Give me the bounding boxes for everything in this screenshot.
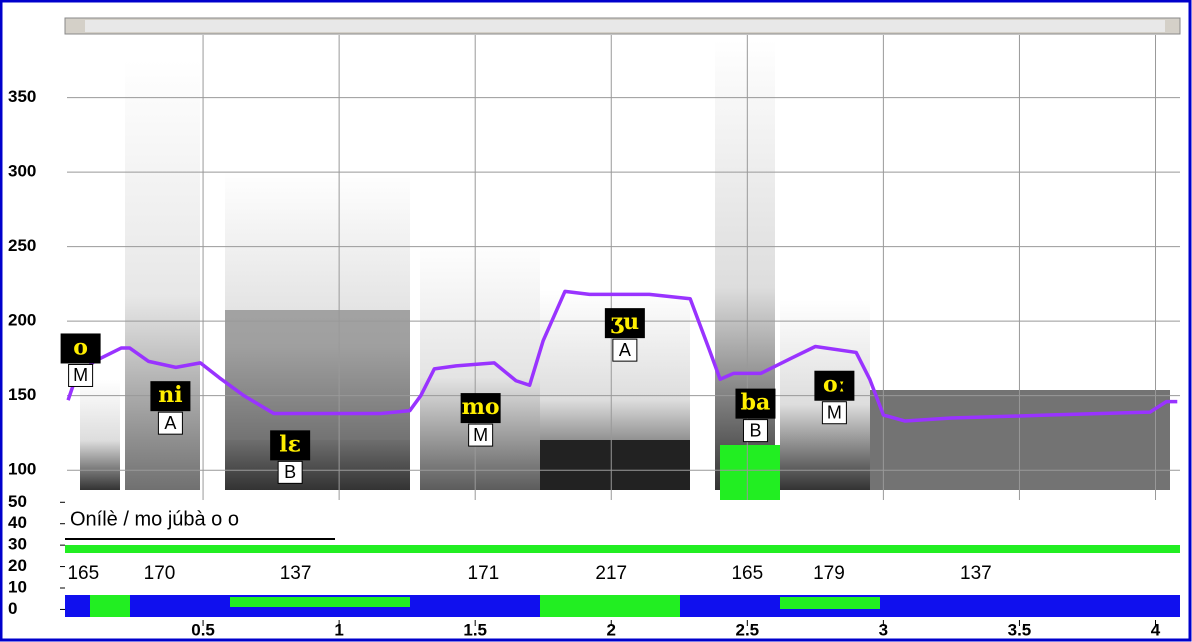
band-green — [540, 595, 680, 617]
y-tick-label: 250 — [8, 236, 36, 255]
y-tick-label: 150 — [8, 385, 36, 404]
scroll-thumb[interactable] — [85, 20, 1165, 32]
x-tick-label: 3.5 — [1008, 620, 1032, 639]
tone: M — [73, 365, 88, 385]
x-tick-label: 1.5 — [463, 620, 487, 639]
energy — [80, 380, 120, 490]
energy — [540, 440, 690, 490]
tone-box — [742, 419, 768, 443]
syllable-box — [604, 308, 645, 339]
tone-box — [612, 338, 638, 362]
energy-green — [720, 445, 780, 500]
syllable-box — [150, 381, 191, 412]
x-tick-label: 2 — [607, 620, 616, 639]
tone: A — [619, 340, 631, 360]
tone: B — [749, 420, 761, 440]
pitch-value: 171 — [468, 563, 500, 584]
pitch-contour — [66, 289, 1178, 423]
y-tick-label: 200 — [8, 311, 36, 330]
x-tick-label: 3 — [879, 620, 888, 639]
y-tick-label: 0 — [8, 599, 17, 618]
pitch-value: 165 — [67, 563, 99, 584]
syllable-box — [814, 370, 855, 401]
y-tick-label: 40 — [8, 513, 27, 532]
tone-box — [68, 363, 94, 387]
tone-box — [468, 423, 494, 447]
x-tick-label: 1 — [334, 620, 343, 639]
syllable-box — [460, 393, 501, 424]
y-tick-label: 350 — [8, 87, 36, 106]
y-tick-label: 100 — [8, 460, 36, 479]
pitch-value: 137 — [960, 563, 992, 584]
pitch-value: 179 — [813, 563, 845, 584]
tone-box — [277, 460, 303, 484]
syllable-box — [60, 333, 101, 364]
syllable: oː — [823, 372, 846, 398]
pitch-value: 217 — [595, 563, 627, 584]
syllable: ʒu — [611, 309, 640, 335]
lower-panel: Onílè / mo júbà o o — [65, 508, 1180, 617]
band-green — [65, 545, 1180, 553]
y-tick-label: 20 — [8, 556, 27, 575]
tone-box — [821, 401, 847, 425]
x-tick-label: 2.5 — [735, 620, 759, 639]
tone: M — [473, 425, 488, 445]
energy — [870, 390, 1170, 490]
tone: M — [827, 402, 842, 422]
pitch-value: 137 — [280, 563, 312, 584]
tone: B — [284, 462, 296, 482]
y-tick-label: 300 — [8, 162, 36, 181]
band-green — [780, 597, 880, 609]
y-tick-label: 30 — [8, 535, 27, 554]
pitch-value: 170 — [144, 563, 176, 584]
syllable: o — [73, 334, 88, 360]
pitch-value: 165 — [731, 563, 763, 584]
syllable: lɛ — [279, 431, 301, 457]
band-green — [230, 597, 410, 607]
tone-box — [157, 411, 183, 435]
tone: A — [164, 413, 176, 433]
spectrogram — [65, 35, 1180, 500]
syllable-box — [270, 430, 311, 461]
energy — [225, 310, 410, 440]
y-tick-label: 50 — [8, 492, 27, 511]
syllable: ba — [741, 390, 771, 416]
syllable: mo — [462, 394, 500, 420]
x-tick-label: 0.5 — [191, 620, 215, 639]
syllable-box — [735, 388, 776, 419]
y-tick-label: 10 — [8, 577, 27, 596]
syllable: ni — [158, 382, 182, 408]
band-green — [90, 595, 130, 617]
transcription: Onílè / mo júbà o o — [70, 508, 239, 530]
x-tick-label: 4 — [1151, 620, 1161, 639]
